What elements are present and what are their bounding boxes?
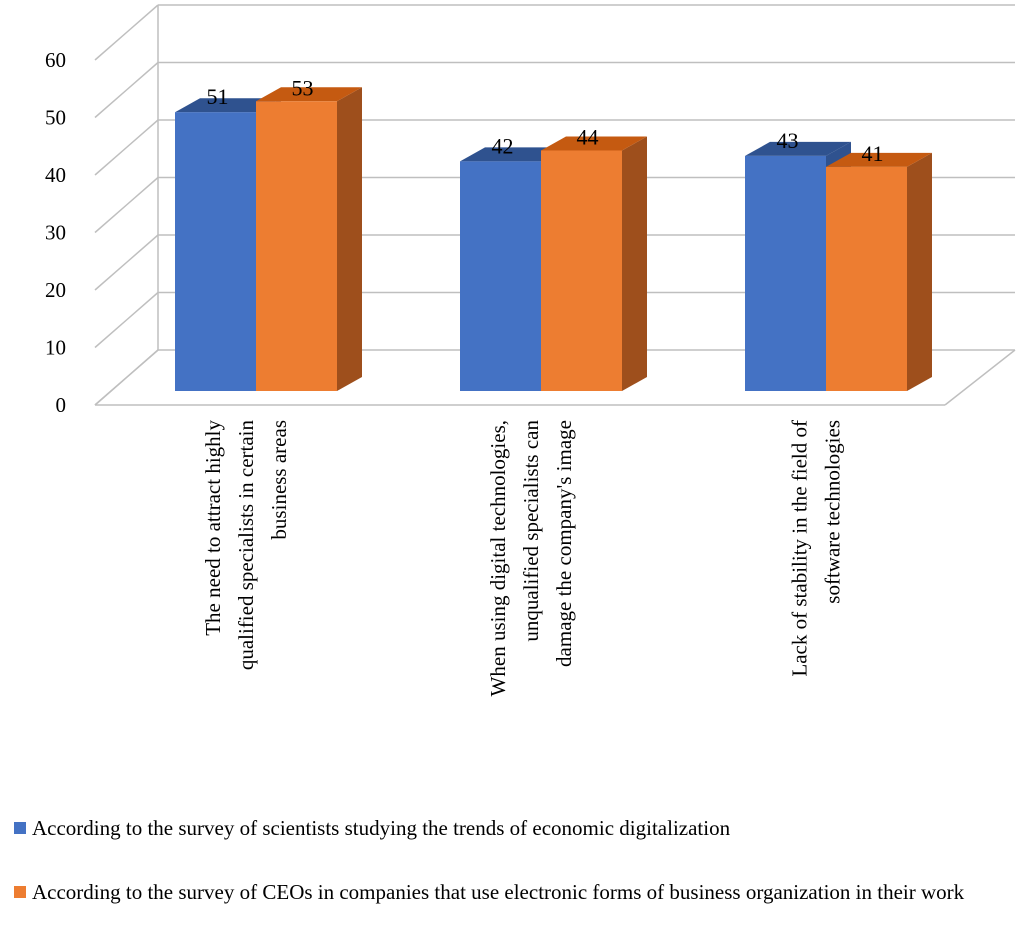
legend-label: According to the survey of CEOs in compa… [32, 880, 965, 904]
bar [541, 136, 647, 391]
y-tick-label: 20 [45, 278, 66, 302]
data-label: 51 [207, 84, 229, 109]
bar-top [826, 152, 932, 167]
category-label: When using digital technologies, unqualif… [486, 420, 576, 697]
bar-top [460, 147, 566, 162]
category-label-line: Lack of stability in the field of [788, 420, 812, 677]
gridline-side [94, 349, 159, 406]
category-label-line: damage the company's image [552, 420, 576, 667]
bar [256, 87, 362, 392]
gridline-side [94, 176, 159, 234]
legend-item-scientists: According to the survey of scientists st… [14, 814, 730, 842]
data-label: 43 [777, 128, 799, 153]
category-label-line: business areas [267, 420, 291, 540]
bar-side [622, 136, 647, 391]
bar-front [460, 161, 541, 391]
chart: 0 10 20 30 40 50 60 51 53 42 44 43 41 The need to a… [45, 4, 1016, 697]
category-label-line: software technologies [821, 420, 845, 604]
bar-front [175, 112, 256, 391]
legend-label: According to the survey of scientists st… [32, 816, 731, 840]
bar-front [826, 166, 907, 391]
y-axis-ticks: 0 10 20 30 40 50 60 [45, 48, 66, 417]
y-tick-label: 40 [45, 163, 66, 187]
data-label: 53 [292, 75, 314, 100]
bar-front [541, 150, 622, 391]
gridline-side [94, 4, 159, 61]
gridline-side [94, 61, 159, 119]
data-label: 42 [492, 133, 514, 158]
y-tick-label: 10 [45, 336, 66, 360]
bar-side [337, 87, 362, 392]
bar-side [907, 152, 932, 391]
legend-swatch-orange [14, 886, 26, 898]
gridline-side [94, 234, 159, 291]
data-label: 41 [862, 141, 884, 166]
category-label: The need to attract highly qualified spec… [201, 420, 291, 671]
floor-right-edge [944, 349, 1016, 406]
category-labels: The need to attract highly qualified spec… [201, 420, 845, 697]
data-label: 44 [577, 124, 599, 149]
category-label-line: qualified specialists in certain [234, 420, 258, 671]
gridline-side [94, 119, 159, 176]
bar-top [175, 98, 281, 113]
y-tick-label: 60 [45, 48, 66, 72]
data-labels: 51 53 42 44 43 41 [207, 75, 884, 166]
category-label-line: When using digital technologies, [486, 420, 510, 696]
y-tick-label: 30 [45, 221, 66, 245]
bar [826, 152, 932, 391]
bar-front [256, 101, 337, 392]
y-tick-label: 0 [56, 393, 67, 417]
category-label: Lack of stability in the field of softwar… [788, 420, 845, 677]
bar-front [745, 155, 826, 391]
bars [175, 87, 932, 392]
legend-swatch-blue [14, 822, 26, 834]
bar-top [256, 87, 362, 102]
category-label-line: The need to attract highly [201, 420, 225, 636]
category-label-line: unqualified specialists can [519, 420, 543, 642]
gridline-side [94, 291, 159, 349]
bar-top [745, 141, 851, 156]
y-tick-label: 50 [45, 106, 66, 130]
bar-top [541, 136, 647, 151]
legend-item-ceos: According to the survey of CEOs in compa… [14, 878, 994, 906]
